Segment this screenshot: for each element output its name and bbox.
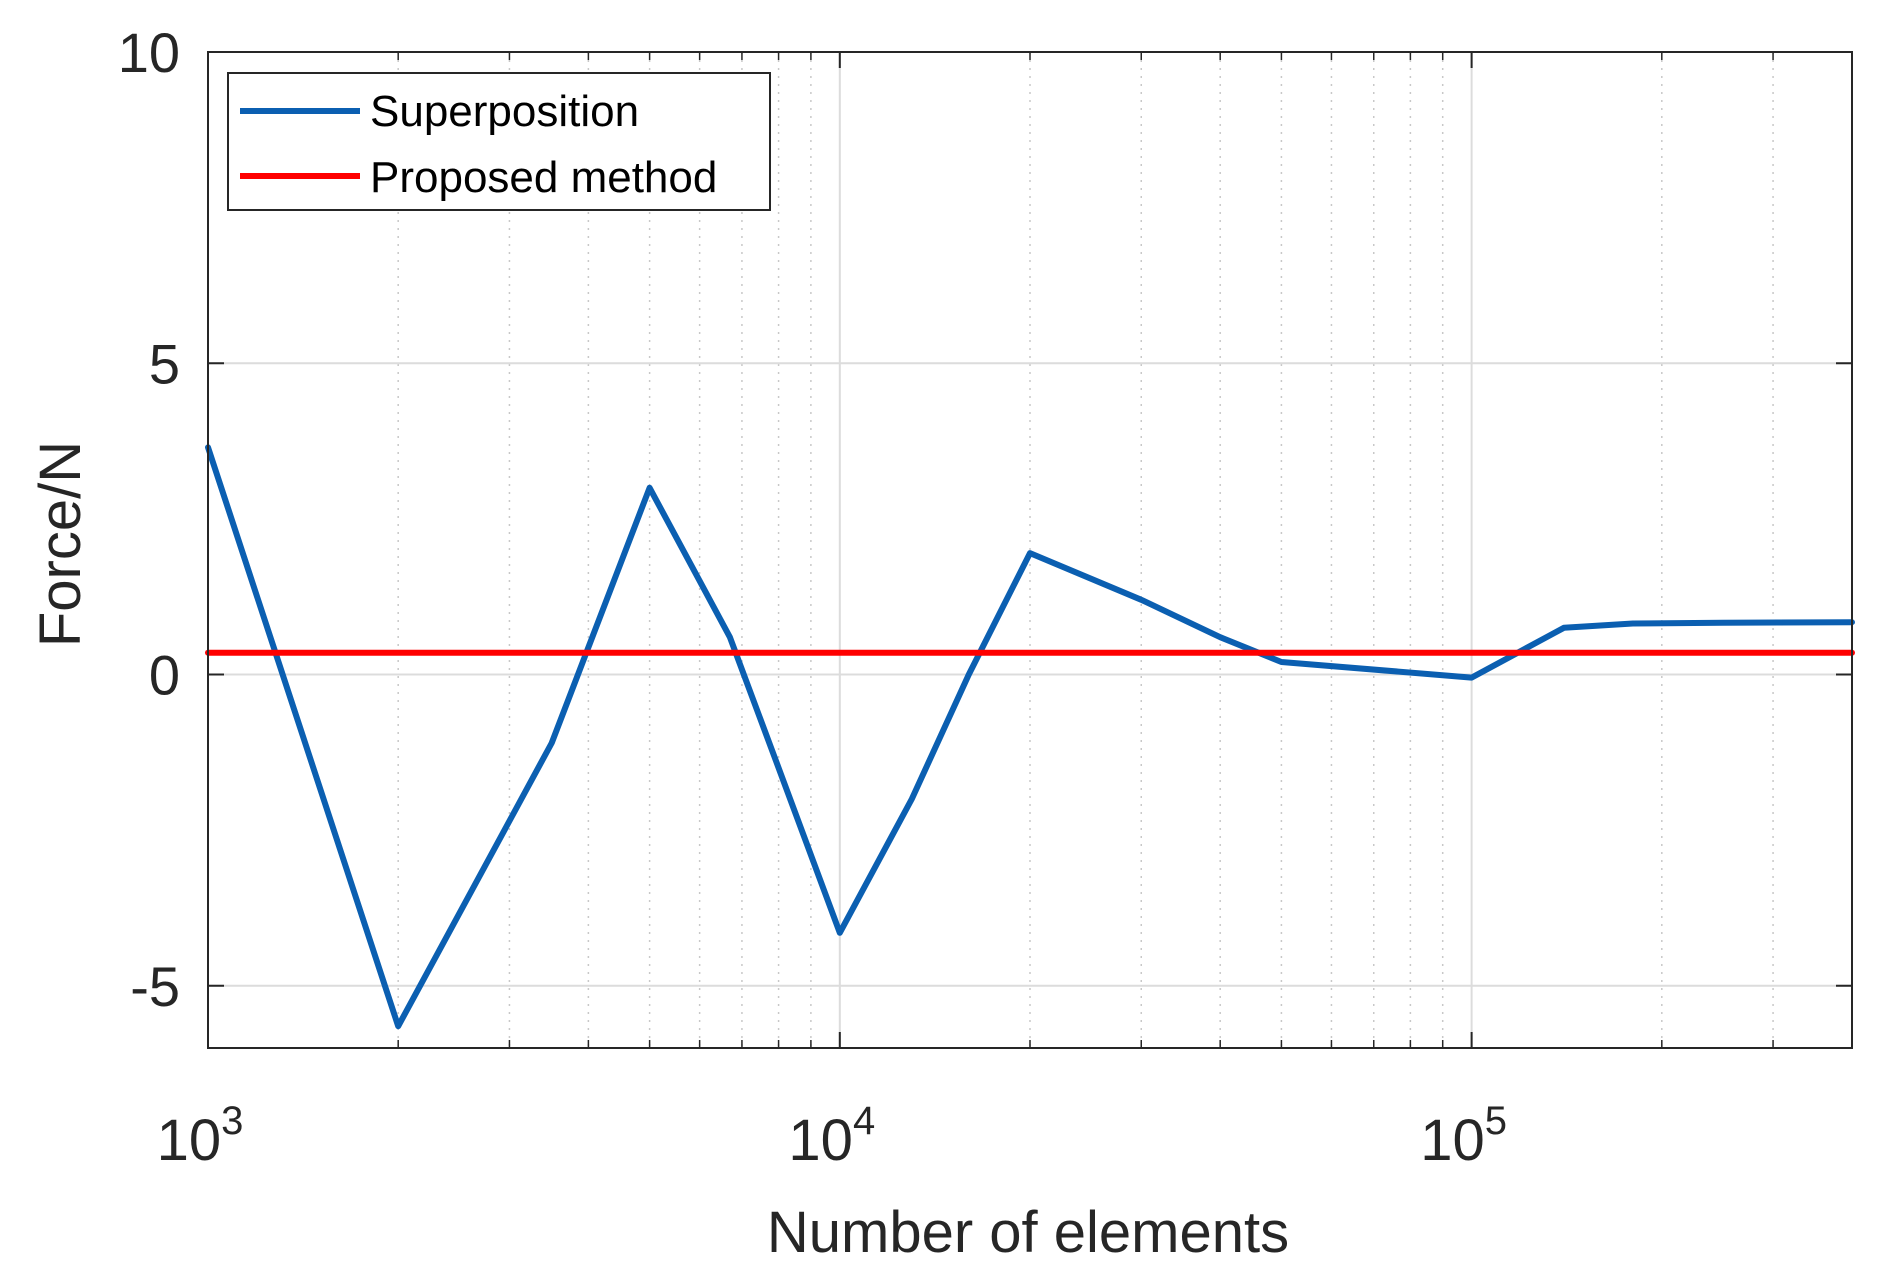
x-tick-label: 105 — [1420, 1099, 1507, 1173]
y-tick-label: 0 — [149, 644, 180, 707]
grid-lines — [208, 52, 1852, 1048]
x-tick-label: 103 — [157, 1099, 244, 1173]
x-tick-base: 10 — [788, 1108, 853, 1173]
legend: Superposition Proposed method — [227, 72, 771, 211]
x-tick-exponent: 3 — [221, 1099, 243, 1143]
x-tick-label: 104 — [788, 1099, 875, 1173]
y-axis-label: Force/N — [28, 441, 93, 647]
y-tick-label: -5 — [130, 955, 180, 1018]
tick-marks — [207, 51, 1852, 1048]
y-tick-label: 10 — [118, 21, 180, 84]
x-tick-base: 10 — [1420, 1108, 1485, 1173]
legend-box — [227, 72, 771, 211]
plot-lines — [205, 444, 1855, 1030]
series-line-superposition — [205, 444, 1855, 1030]
y-tick-label: 5 — [149, 332, 180, 395]
x-tick-base: 10 — [157, 1108, 222, 1173]
x-axis-label: Number of elements — [767, 1200, 1289, 1265]
y-tick-labels: -5 0 5 10 — [118, 21, 180, 1018]
legend-label-superposition: Superposition — [370, 87, 639, 136]
legend-label-proposed-method: Proposed method — [370, 153, 717, 202]
x-tick-exponent: 4 — [853, 1099, 875, 1143]
x-tick-labels: 103 104 105 — [157, 1099, 1507, 1173]
x-tick-exponent: 5 — [1485, 1099, 1507, 1143]
